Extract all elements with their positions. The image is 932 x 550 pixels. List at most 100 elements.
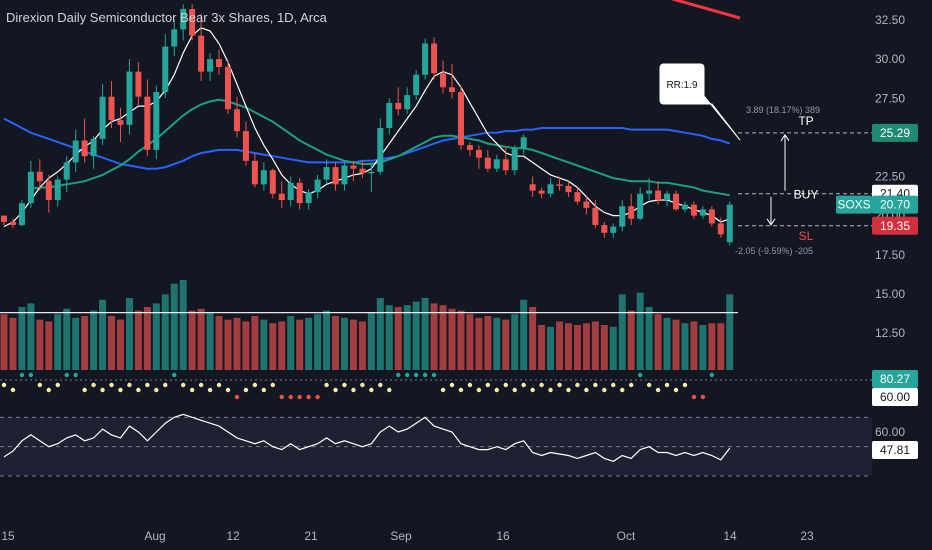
signal-dot bbox=[333, 387, 338, 393]
price-tick-label: 15.00 bbox=[875, 287, 905, 301]
candle-body bbox=[493, 159, 500, 169]
volume-bar bbox=[63, 308, 71, 370]
signal-dot bbox=[172, 372, 177, 378]
volume-bar bbox=[591, 321, 599, 370]
volume-bar bbox=[529, 307, 537, 370]
signal-dot bbox=[566, 387, 571, 393]
signal-dot bbox=[109, 382, 114, 388]
volume-bar bbox=[556, 321, 564, 370]
trade-tool-layer[interactable]: TP BUY SL 3.89 (18.17%) 389 -2.05 (-9.59%) -… bbox=[659, 63, 872, 256]
candle-body bbox=[135, 71, 142, 97]
dots-level-badge-box bbox=[872, 388, 918, 406]
volume-bar bbox=[538, 325, 546, 370]
volume-bar bbox=[134, 310, 142, 370]
volume-bar bbox=[36, 319, 44, 370]
rsi-value-badge: 47.81 bbox=[880, 443, 910, 457]
signal-dot bbox=[198, 382, 204, 388]
volume-bar bbox=[520, 299, 528, 370]
volume-bar bbox=[27, 303, 35, 370]
signal-dot bbox=[593, 382, 598, 388]
candle-body bbox=[36, 171, 43, 182]
signal-dot bbox=[405, 372, 410, 378]
signal-dot bbox=[449, 382, 455, 388]
volume-bar bbox=[681, 323, 689, 370]
volume-bar bbox=[600, 325, 608, 370]
candle-body bbox=[726, 204, 733, 243]
candle-body bbox=[484, 157, 491, 169]
volume-bar bbox=[708, 323, 716, 370]
dots-level-badge: 60.00 bbox=[880, 390, 910, 404]
signal-dot bbox=[629, 382, 634, 388]
rr-callout bbox=[659, 63, 741, 141]
volume-bar bbox=[45, 321, 53, 370]
volume-bar bbox=[699, 325, 707, 370]
signal-dot bbox=[655, 387, 661, 393]
signal-dot bbox=[673, 387, 679, 393]
candle-body bbox=[368, 171, 375, 174]
signal-dot bbox=[127, 382, 132, 388]
volume-bar bbox=[108, 316, 116, 370]
signal-dot bbox=[342, 382, 347, 388]
candles-layer[interactable] bbox=[1, 4, 733, 246]
signal-dot bbox=[440, 387, 446, 393]
volume-bar bbox=[206, 312, 214, 370]
volume-bar bbox=[430, 303, 438, 370]
signal-dot bbox=[225, 387, 231, 393]
sl-price-badge: 19.35 bbox=[880, 219, 910, 233]
signal-dot bbox=[530, 387, 535, 393]
candle-body bbox=[287, 182, 294, 200]
volume-bar bbox=[609, 326, 617, 370]
volume-bar bbox=[278, 321, 286, 370]
candle-body bbox=[9, 221, 16, 226]
volume-bar bbox=[143, 307, 151, 370]
candle-body bbox=[99, 96, 106, 139]
signal-dot bbox=[422, 372, 428, 378]
sl-price-badge-box bbox=[872, 216, 918, 235]
signal-dot bbox=[154, 387, 159, 393]
ma-short-line bbox=[3, 27, 730, 228]
signal-dot bbox=[476, 387, 482, 393]
volume-bar bbox=[654, 314, 662, 370]
price-tick-label: 30.00 bbox=[875, 52, 905, 66]
symbol-badge-box bbox=[836, 195, 872, 214]
volume-bar bbox=[179, 280, 187, 370]
signal-dot bbox=[315, 394, 320, 400]
candle-body bbox=[619, 206, 626, 227]
volume-bar bbox=[340, 317, 348, 370]
candle-body bbox=[502, 159, 509, 171]
volume-bar bbox=[170, 283, 178, 370]
signal-dot bbox=[118, 387, 123, 393]
candle-body bbox=[538, 190, 545, 194]
volume-bar bbox=[627, 310, 635, 370]
volume-bar bbox=[287, 316, 295, 370]
candle-body bbox=[717, 223, 724, 235]
candle-body bbox=[314, 179, 321, 193]
sl-line-label: SL bbox=[799, 229, 814, 243]
tp-line-label: TP bbox=[798, 114, 813, 128]
candle-body bbox=[144, 96, 151, 150]
candle-body bbox=[305, 192, 312, 204]
signal-dot bbox=[396, 372, 401, 378]
volume-bar bbox=[645, 307, 653, 370]
date-tick-label: 14 bbox=[723, 529, 737, 543]
volume-bar bbox=[188, 310, 196, 370]
tp-arrow-head bbox=[780, 133, 790, 142]
volume-bar bbox=[54, 314, 62, 370]
volume-bar bbox=[233, 317, 241, 370]
candle-body bbox=[90, 138, 97, 157]
candle-body bbox=[225, 66, 231, 110]
candle-body bbox=[81, 140, 88, 157]
signal-dot bbox=[709, 372, 715, 378]
volume-bar bbox=[484, 316, 492, 370]
volume-bar bbox=[81, 316, 89, 370]
price-tick-label: 27.50 bbox=[875, 91, 905, 105]
rsi-tick-label: 60.00 bbox=[875, 425, 905, 439]
signal-dot bbox=[279, 394, 284, 400]
volume-bar bbox=[385, 305, 393, 370]
candle-body bbox=[664, 193, 671, 200]
signal-dot bbox=[521, 382, 526, 388]
candle-body bbox=[207, 59, 214, 72]
date-tick-label: 23 bbox=[800, 529, 814, 543]
signal-dot bbox=[243, 387, 249, 393]
